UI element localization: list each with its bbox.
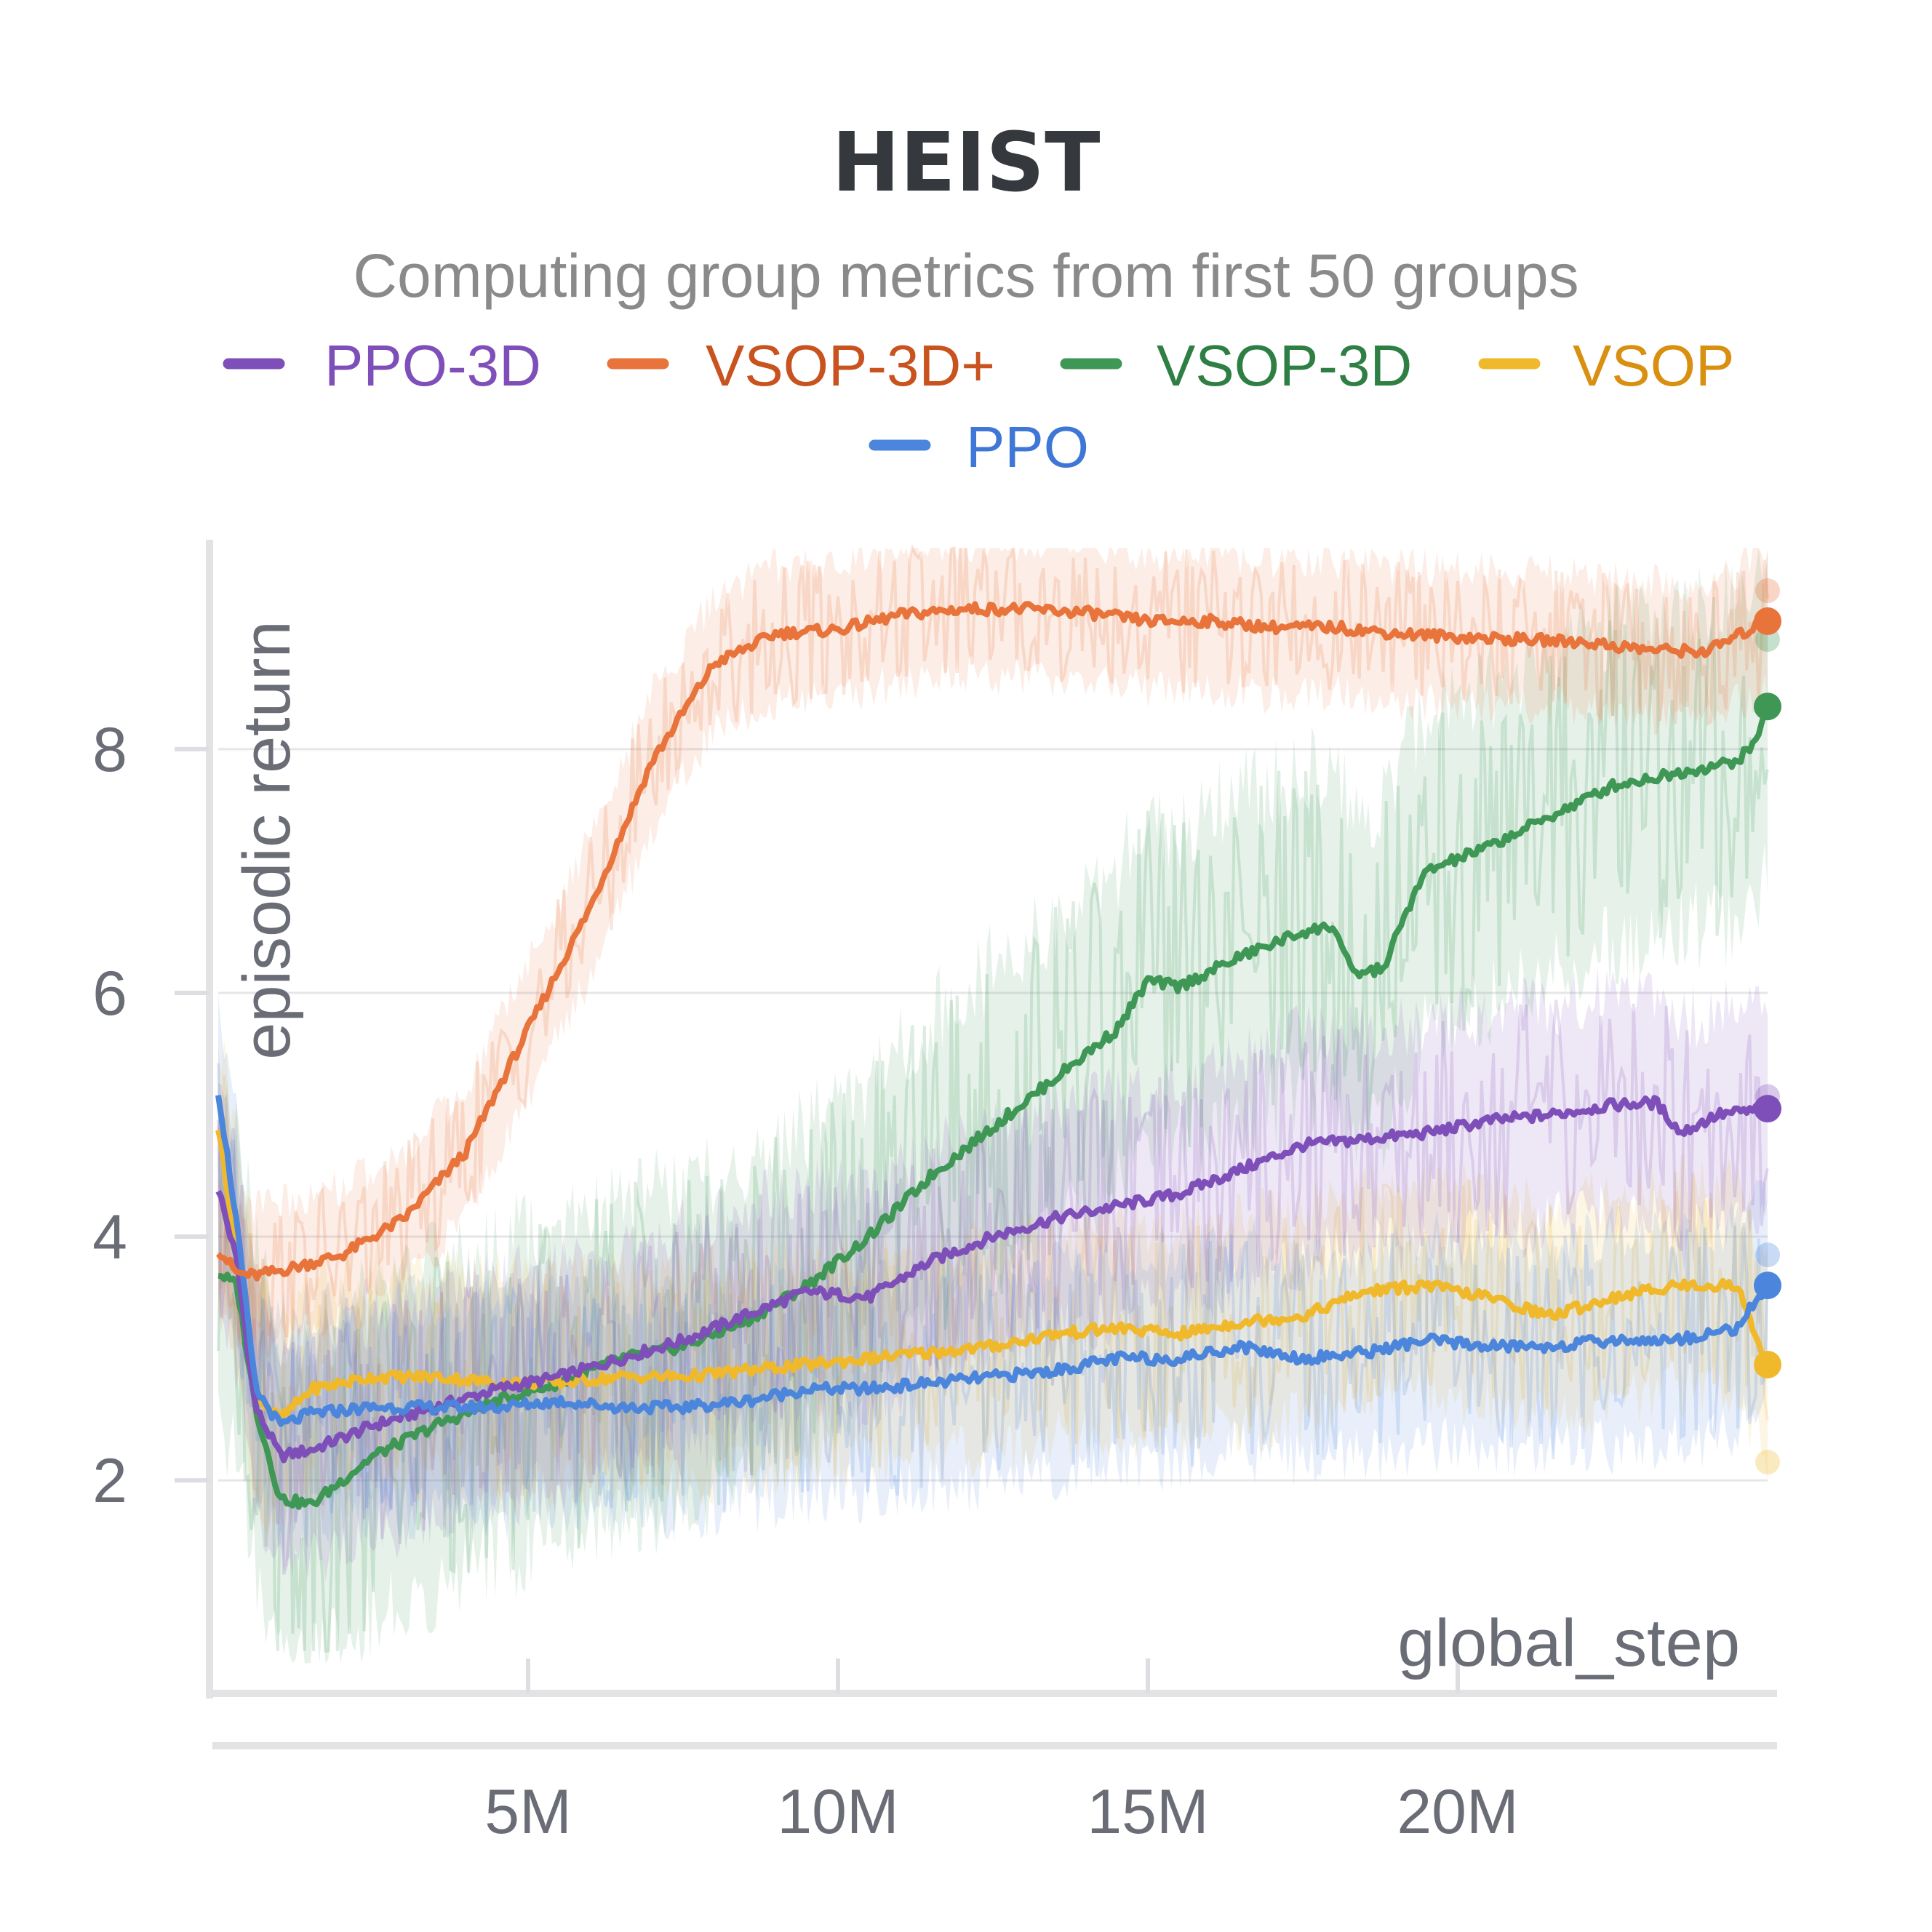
x-ticks: 5M 10M 15M 20M [484, 1658, 1519, 1847]
line-vsop-3d-plus[interactable] [215, 601, 1770, 1282]
legend-label-ppo: PPO [966, 415, 1089, 479]
x-tick-label-20M: 20M [1397, 1777, 1518, 1847]
legend-label-vsop-3d-plus: VSOP-3D+ [706, 333, 995, 398]
line-ppo[interactable] [215, 1095, 1768, 1427]
endpoint-faint-vsop [1755, 1450, 1780, 1475]
raw-line-vsop [217, 1074, 1769, 1524]
legend-label-vsop-3d: VSOP-3D [1157, 333, 1412, 398]
series-lines [215, 601, 1771, 1510]
raw-line-vsop-3d-plus [217, 543, 1769, 1342]
legend-item-vsop-3d-plus[interactable]: VSOP-3D+ [607, 333, 995, 398]
y-axis-label: episodic return [230, 620, 304, 1059]
endpoint-ppo[interactable] [1754, 1272, 1781, 1300]
chart-title: HEIST [832, 116, 1101, 210]
endpoint-vsop[interactable] [1754, 1350, 1781, 1378]
legend-label-ppo-3d: PPO-3D [324, 333, 541, 398]
y-tick-label-4: 4 [92, 1202, 127, 1272]
chart-subtitle: Computing group metrics from first 50 gr… [353, 242, 1578, 310]
x-axis-label: global_step [1397, 1606, 1740, 1680]
y-tick-label-2: 2 [92, 1446, 127, 1516]
x-tick-label-5M: 5M [484, 1777, 571, 1847]
x-tick-label-10M: 10M [777, 1777, 898, 1847]
legend-item-ppo-3d[interactable]: PPO-3D [223, 333, 541, 398]
band-vsop [218, 1040, 1768, 1534]
y-tick-label-8: 8 [92, 715, 127, 785]
x-tick-label-15M: 15M [1087, 1777, 1208, 1847]
line-ppo-3d[interactable] [215, 1095, 1771, 1464]
endpoint-faint-vsop-3d-plus [1755, 578, 1780, 604]
y-ticks: 2 4 6 8 [92, 715, 209, 1516]
band-vsop-3d-plus [218, 548, 1768, 1360]
confidence-bands [217, 543, 1769, 1664]
legend-item-vsop[interactable]: VSOP [1478, 333, 1734, 398]
line-vsop[interactable] [215, 1129, 1771, 1423]
band-ppo [218, 993, 1768, 1558]
endpoint-vsop-3d-plus[interactable] [1754, 607, 1781, 635]
axes [206, 540, 1777, 1749]
endpoint-faint-ppo [1755, 1242, 1780, 1268]
band-ppo-3d [218, 965, 1768, 1581]
legend-label-vsop: VSOP [1573, 333, 1734, 398]
endpoint-vsop-3d[interactable] [1754, 692, 1781, 721]
legend: PPO-3D VSOP-3D+ VSOP-3D VSOP PPO [223, 333, 1734, 479]
legend-item-ppo[interactable]: PPO [869, 415, 1089, 479]
series-endpoints [1754, 578, 1781, 1475]
endpoint-ppo-3d[interactable] [1754, 1095, 1781, 1123]
y-tick-label-6: 6 [92, 959, 127, 1029]
legend-item-vsop-3d[interactable]: VSOP-3D [1060, 333, 1412, 398]
